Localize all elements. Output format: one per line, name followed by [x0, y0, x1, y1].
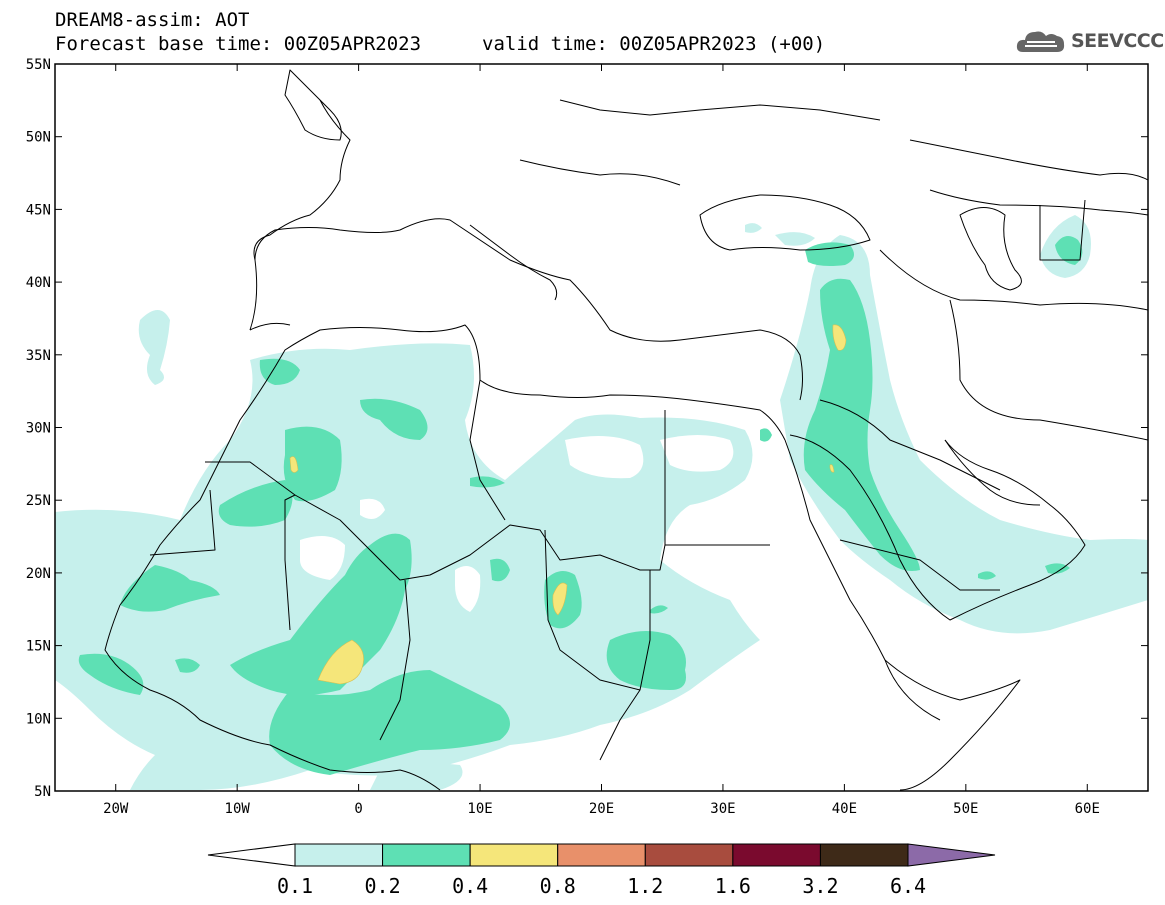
colorbar-swatch: [819, 843, 909, 867]
colorbar-swatch: [469, 843, 559, 867]
colorbar-swatch: [382, 843, 471, 867]
colorbar-swatch: [294, 843, 384, 867]
logo-text: SEEVCCC: [1071, 30, 1164, 52]
aot-level-1: [55, 215, 1148, 790]
lat-tick-label: 45N: [26, 202, 51, 218]
colorbar-label: 3.2: [802, 874, 838, 898]
lat-tick-label: 40N: [26, 275, 51, 291]
lon-tick-label: 10E: [467, 801, 492, 817]
valid-time: valid time: 00Z05APR2023 (+00): [482, 33, 826, 55]
seevccc-logo: SEEVCCC: [1015, 24, 1164, 58]
lon-tick-label: 20E: [589, 801, 614, 817]
lat-tick-label: 50N: [26, 130, 51, 146]
longitude-axis: 20W 10W 0 10E 20E 30E 40E 50E 60E: [103, 64, 1100, 817]
colorbar-swatch: [644, 843, 734, 867]
colorbar-label: 1.6: [715, 874, 751, 898]
colorbar: 0.1 0.2 0.4 0.8 1.2 1.6 3.2 6.4: [207, 843, 996, 898]
aot-clear-holes: [300, 435, 734, 612]
lat-tick-label: 10N: [26, 711, 51, 727]
colorbar-label: 0.4: [452, 874, 488, 898]
colorbar-min-arrow: [207, 843, 296, 867]
colorbar-swatch: [557, 843, 646, 867]
lat-tick-label: 35N: [26, 348, 51, 364]
lon-tick-label: 10W: [225, 801, 251, 817]
lat-tick-label: 30N: [26, 421, 51, 437]
lat-tick-label: 5N: [34, 784, 51, 800]
aot-level-3: [289, 324, 847, 685]
coastlines-borders: [104, 69, 1149, 791]
map-title: DREAM8-assim: AOT: [55, 9, 250, 31]
lon-tick-label: 20W: [103, 801, 129, 817]
colorbar-label: 0.1: [277, 874, 313, 898]
colorbar-swatch: [732, 843, 821, 867]
lon-tick-label: 40E: [832, 801, 857, 817]
lat-tick-label: 15N: [26, 639, 51, 655]
lon-tick-label: 0: [354, 801, 362, 817]
colorbar-label: 0.8: [540, 874, 576, 898]
lon-tick-label: 50E: [953, 801, 978, 817]
lon-tick-label: 60E: [1075, 801, 1100, 817]
forecast-base-time: Forecast base time: 00Z05APR2023: [55, 33, 422, 55]
colorbar-label: 0.2: [365, 874, 401, 898]
cloud-icon: [1016, 31, 1065, 52]
lat-tick-label: 20N: [26, 566, 51, 582]
colorbar-max-arrow: [907, 843, 996, 867]
lat-tick-label: 25N: [26, 493, 51, 509]
latitude-axis: 55N 50N 45N 40N 35N 30N 25N 20N 15N 10N 5N: [26, 57, 1148, 800]
colorbar-label: 6.4: [890, 874, 926, 898]
lon-tick-label: 30E: [710, 801, 735, 817]
colorbar-label: 1.2: [627, 874, 663, 898]
lat-tick-label: 55N: [26, 57, 51, 73]
